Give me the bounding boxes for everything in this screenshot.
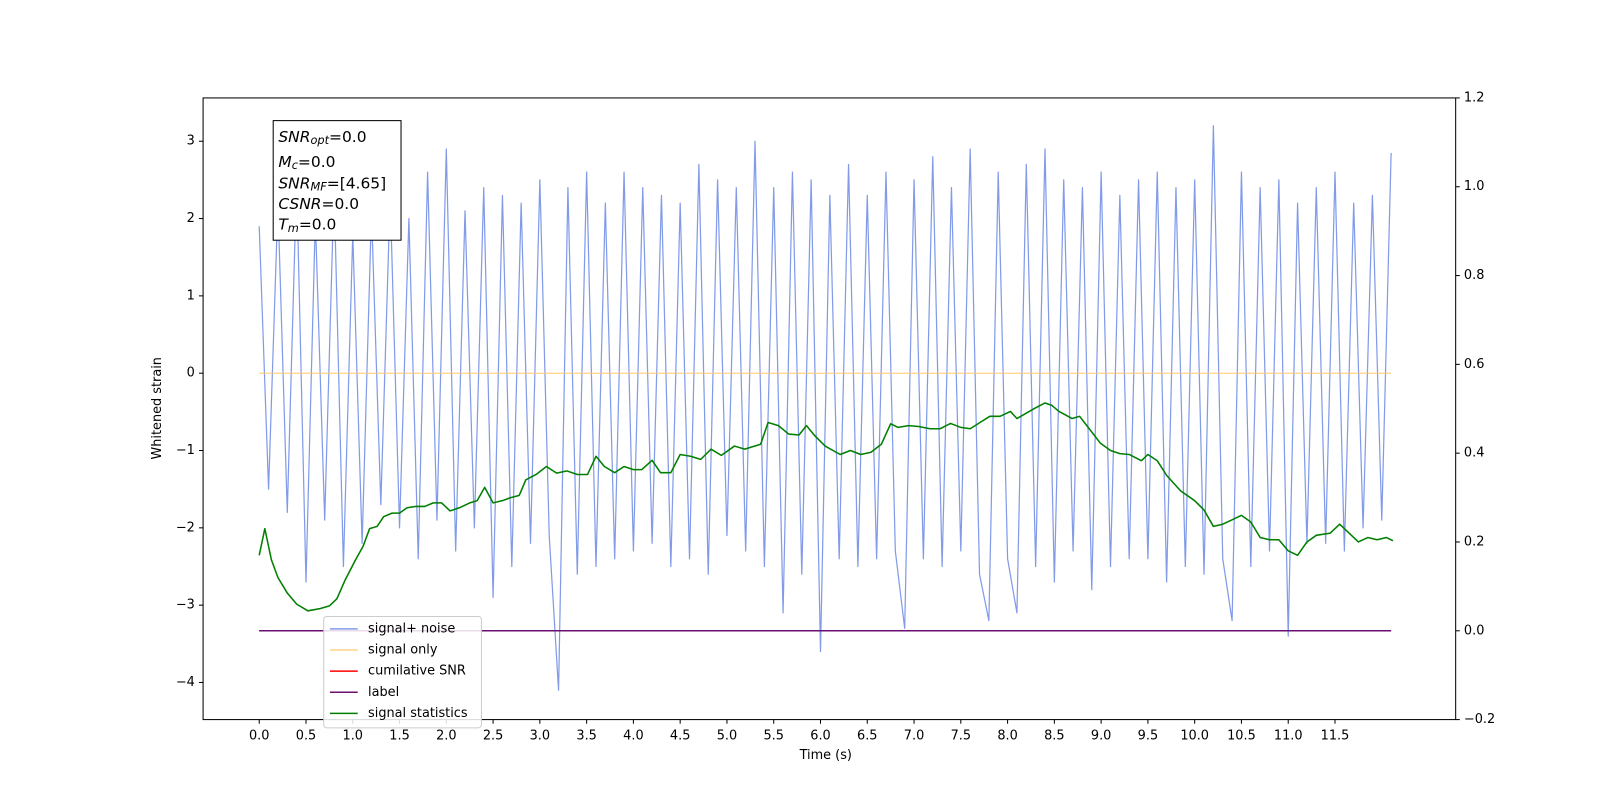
legend-label: signal+ noise bbox=[368, 621, 455, 636]
y2-tick-label: 0.8 bbox=[1464, 268, 1484, 283]
annotation-sub: opt bbox=[310, 133, 329, 147]
annotation-base: SNR bbox=[278, 174, 310, 192]
y-tick-label: 1 bbox=[187, 288, 195, 303]
y-axis-label: Whitened strain bbox=[150, 357, 165, 459]
legend: signal+ noise signal only cumilative SNR la… bbox=[323, 615, 482, 729]
annotation-sub: c bbox=[292, 158, 299, 172]
legend-frame bbox=[323, 615, 482, 729]
annotation-sub: MF bbox=[310, 180, 327, 194]
annotation-rest: =0.0 bbox=[322, 195, 360, 213]
x-tick-label: 8.5 bbox=[1044, 729, 1064, 744]
y-tick-label: −4 bbox=[176, 675, 195, 690]
x-tick-label: 4.0 bbox=[623, 729, 643, 744]
y2-tick-label: 0.6 bbox=[1464, 357, 1484, 372]
x-tick-label: 0.5 bbox=[296, 729, 316, 744]
legend-label: signal statistics bbox=[368, 706, 468, 721]
plot-frame bbox=[202, 97, 1457, 721]
legend-label: label bbox=[368, 685, 399, 700]
y2-tick-label: 0.4 bbox=[1464, 446, 1484, 461]
annotation-line: SNRMF=[4.65] bbox=[278, 174, 386, 194]
annotation-base: M bbox=[278, 152, 291, 170]
y-tick-label: 0 bbox=[187, 366, 195, 381]
series-line bbox=[258, 402, 1394, 612]
annotation-frame bbox=[272, 120, 402, 241]
y-tick-label: −1 bbox=[176, 443, 195, 458]
y-tick-label: 2 bbox=[187, 211, 195, 226]
y-tick-label: −3 bbox=[176, 598, 195, 613]
y2-tick-label: 0.0 bbox=[1464, 623, 1484, 638]
x-tick-label: 0.0 bbox=[249, 729, 269, 744]
y-tick-label: 3 bbox=[187, 134, 195, 149]
annotation-base: SNR bbox=[278, 128, 310, 146]
x-tick-label: 4.5 bbox=[670, 729, 690, 744]
y2-tick-label: 0.2 bbox=[1464, 534, 1484, 549]
x-tick-label: 7.5 bbox=[951, 729, 971, 744]
annotation-base: CSNR bbox=[278, 195, 321, 213]
x-tick-label: 5.5 bbox=[763, 729, 783, 744]
x-tick-label: 1.0 bbox=[343, 729, 363, 744]
annotation-line: CSNR=0.0 bbox=[278, 195, 359, 213]
x-tick-label: 7.0 bbox=[904, 729, 924, 744]
x-tick-label: 2.0 bbox=[436, 729, 456, 744]
legend-label: signal only bbox=[368, 643, 438, 658]
x-tick-label: 9.5 bbox=[1138, 729, 1158, 744]
x-tick-label: 6.0 bbox=[810, 729, 830, 744]
legend-label: cumilative SNR bbox=[368, 664, 466, 679]
annotation-line: Mc=0.0 bbox=[278, 152, 335, 172]
annotation-rest: =0.0 bbox=[329, 128, 367, 146]
series-line bbox=[258, 125, 1392, 691]
x-tick-label: 3.5 bbox=[576, 729, 596, 744]
x-tick-label: 3.0 bbox=[530, 729, 550, 744]
x-tick-label: 5.0 bbox=[717, 729, 737, 744]
annotation-rest: =[4.65] bbox=[327, 174, 386, 192]
x-tick-label: 10.5 bbox=[1227, 729, 1256, 744]
y2-tick-label: 1.0 bbox=[1464, 179, 1484, 194]
x-tick-label: 9.0 bbox=[1091, 729, 1111, 744]
y2-tick-label: −0.2 bbox=[1464, 712, 1495, 727]
x-tick-label: 10.0 bbox=[1180, 729, 1209, 744]
annotation-rest: =0.0 bbox=[299, 215, 337, 233]
x-tick-label: 6.5 bbox=[857, 729, 877, 744]
annotation-line: SNRopt=0.0 bbox=[278, 128, 366, 148]
x-tick-label: 1.5 bbox=[389, 729, 409, 744]
annotation-rest: =0.0 bbox=[298, 152, 336, 170]
x-tick-label: 11.0 bbox=[1274, 729, 1303, 744]
x-tick-label: 8.0 bbox=[997, 729, 1017, 744]
x-tick-label: 2.5 bbox=[483, 729, 503, 744]
annotation-sub: m bbox=[288, 221, 299, 235]
x-tick-label: 11.5 bbox=[1321, 729, 1350, 744]
annotation-base: T bbox=[278, 215, 289, 233]
y2-tick-label: 1.2 bbox=[1464, 90, 1484, 105]
annotation-box: SNRopt=0.0Mc=0.0SNRMF=[4.65]CSNR=0.0Tm=0… bbox=[272, 120, 402, 241]
annotation-line: Tm=0.0 bbox=[278, 215, 336, 235]
y-tick-label: −2 bbox=[176, 520, 195, 535]
x-axis-label: Time (s) bbox=[799, 748, 852, 763]
